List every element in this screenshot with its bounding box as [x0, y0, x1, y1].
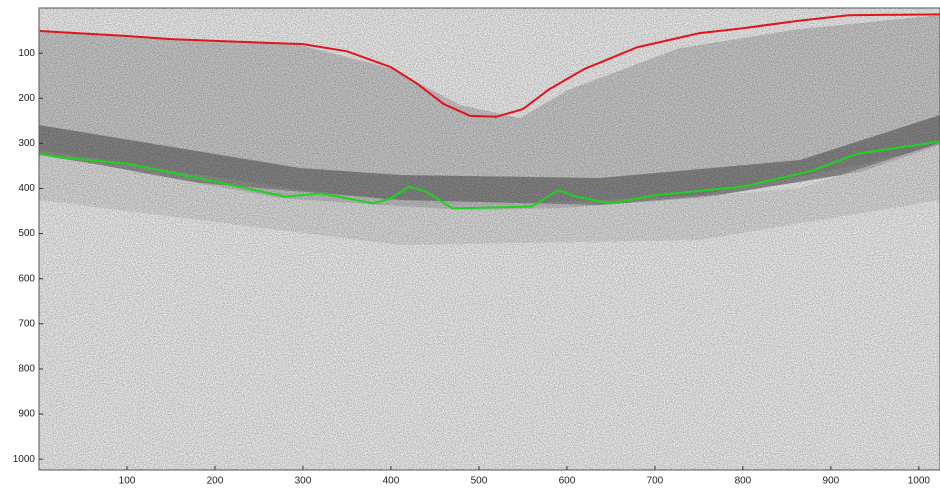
- x-tick-label: 300: [295, 476, 312, 487]
- y-tick-label: 300: [18, 138, 35, 149]
- y-tick-label: 200: [18, 93, 35, 104]
- x-tick-label: 900: [823, 476, 840, 487]
- x-tick-label: 500: [471, 476, 488, 487]
- x-tick-label: 100: [119, 476, 136, 487]
- x-tick-label: 700: [647, 476, 664, 487]
- y-tick-label: 500: [18, 228, 35, 239]
- y-tick-label: 700: [18, 318, 35, 329]
- y-tick-label: 600: [18, 273, 35, 284]
- x-tick-label: 200: [207, 476, 224, 487]
- y-tick-label: 400: [18, 183, 35, 194]
- y-tick-label: 100: [18, 48, 35, 59]
- x-tick-label: 800: [735, 476, 752, 487]
- scan-image: [38, 7, 940, 471]
- x-tick-label: 400: [383, 476, 400, 487]
- boundary-line: [39, 13, 940, 118]
- boundary-line: [39, 140, 940, 210]
- y-tick-label: 900: [18, 409, 35, 420]
- y-tick-label: 1000: [13, 454, 36, 465]
- x-tick-label: 1000: [908, 476, 931, 487]
- y-tick-label: 800: [18, 364, 35, 375]
- x-tick-label: 600: [559, 476, 576, 487]
